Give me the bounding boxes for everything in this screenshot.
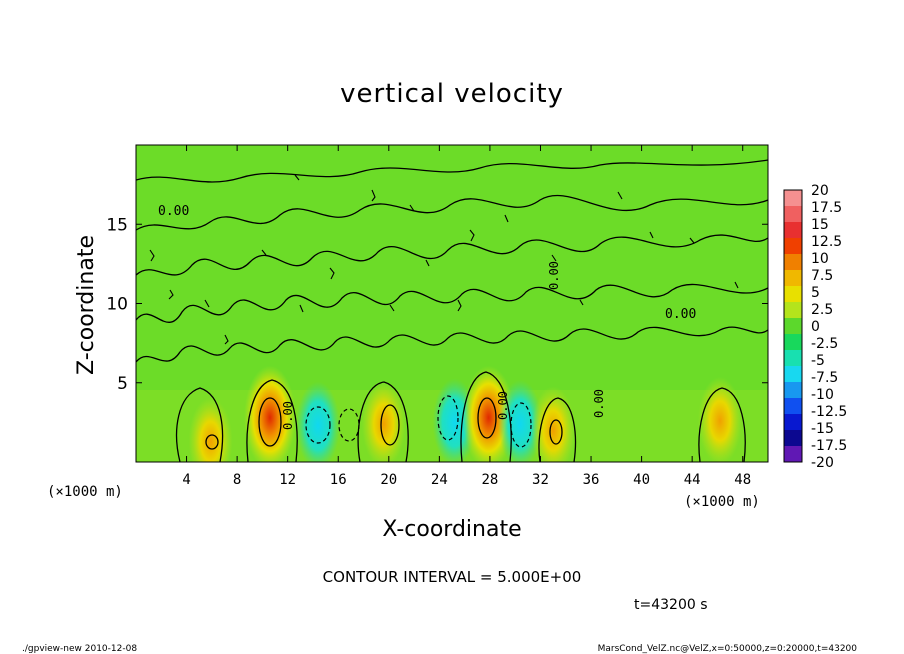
- feature-downdraft: [296, 381, 341, 462]
- contour-noise: [149, 174, 739, 345]
- x-tick-label: 12: [279, 472, 296, 488]
- x-tick-label: 20: [380, 472, 397, 488]
- colorbar-label: 20: [811, 183, 829, 199]
- colorbar-label: -17.5: [811, 438, 847, 454]
- colorbar-label: 7.5: [811, 268, 833, 284]
- colorbar-swatch: [784, 366, 802, 383]
- x-tick-label: 44: [684, 472, 701, 488]
- colorbar-label: -12.5: [811, 404, 847, 420]
- colorbar-swatch: [784, 334, 802, 351]
- colorbar-swatch: [784, 318, 802, 335]
- x-tick-label: 36: [583, 472, 600, 488]
- colorbar-swatch: [784, 286, 802, 303]
- contour-interval: CONTOUR INTERVAL = 5.000E+00: [323, 568, 582, 586]
- dashed-contours: [305, 395, 532, 448]
- contour-label: 0.00: [281, 401, 295, 430]
- colorbar-label: 15: [811, 217, 829, 233]
- x-tick-label: 32: [532, 472, 549, 488]
- x-tick-label: 16: [330, 472, 347, 488]
- colorbar: [783, 189, 803, 463]
- plot-area: 0.00 0.00 0.00 0.00 0.00 0.00: [135, 144, 769, 463]
- colorbar-label: -5: [811, 353, 825, 369]
- colorbar-label: -7.5: [811, 370, 838, 386]
- colorbar-swatch: [784, 190, 802, 207]
- feature-updraft: [531, 386, 576, 462]
- colorbar-label: 10: [811, 251, 829, 267]
- x-tick-label: 40: [633, 472, 650, 488]
- footer-left: ./gpview-new 2010-12-08: [22, 644, 137, 654]
- contour-label: 0.00: [158, 204, 189, 219]
- contour-lines: [136, 159, 768, 462]
- feature-updraft: [188, 397, 233, 462]
- colorbar-swatch: [784, 222, 802, 239]
- colorbar-labels: 2017.51512.5107.552.50-2.5-5-7.5-10-12.5…: [811, 183, 847, 471]
- time-label: t=43200 s: [634, 597, 708, 613]
- feature-updraft: [243, 365, 296, 462]
- colorbar-swatch: [784, 350, 802, 367]
- contour-label: 0.00: [665, 307, 696, 322]
- x-tick-label: 8: [233, 472, 241, 488]
- colorbar-swatch: [784, 398, 802, 415]
- contour-label: 0.00: [547, 261, 561, 290]
- y-axis: 5 10 15: [106, 215, 768, 394]
- colorbar-swatch: [784, 430, 802, 447]
- x-axis: 4 8 12 16 20 24 28 32 36 40 44 48: [182, 145, 751, 488]
- y-tick-label: 10: [106, 295, 128, 315]
- x-unit-right: (×1000 m): [684, 494, 760, 510]
- contour-label: 0.00: [592, 389, 606, 418]
- x-tick-label: 24: [431, 472, 448, 488]
- colorbar-swatch: [784, 254, 802, 271]
- colorbar-label: -15: [811, 421, 834, 437]
- colorbar-frame: [783, 189, 803, 463]
- y-tick-label: 15: [106, 215, 128, 235]
- contour-label: 0.00: [496, 391, 510, 420]
- colorbar-label: 5: [811, 285, 820, 301]
- colorbar-swatch: [784, 238, 802, 255]
- feature-updraft: [697, 376, 742, 462]
- x-unit-left: (×1000 m): [47, 484, 123, 500]
- colorbar-label: 17.5: [811, 200, 842, 216]
- colorbar-swatch: [784, 270, 802, 287]
- colorbar-label: 12.5: [811, 234, 842, 250]
- colorbar-swatch: [784, 446, 802, 463]
- colorbar-label: 2.5: [811, 302, 833, 318]
- colorbar-swatch: [784, 382, 802, 399]
- y-axis-label: Z-coordinate: [74, 235, 99, 375]
- colorbar-swatch: [784, 302, 802, 319]
- colorbar-label: 0: [811, 319, 820, 335]
- x-axis-label: X-coordinate: [382, 517, 521, 542]
- feature-downdraft: [498, 379, 543, 462]
- colorbar-swatch: [784, 206, 802, 223]
- x-tick-label: 48: [734, 472, 751, 488]
- colorbar-label: -2.5: [811, 336, 838, 352]
- contour-labels: 0.00 0.00 0.00 0.00 0.00 0.00: [158, 204, 696, 430]
- colorbar-swatch: [784, 414, 802, 431]
- colorbar-label: -20: [811, 455, 834, 471]
- x-tick-label: 28: [481, 472, 498, 488]
- footer-right: MarsCond_VelZ.nc@VelZ,x=0:50000,z=0:2000…: [598, 644, 858, 654]
- y-tick-label: 5: [117, 374, 128, 394]
- chart-title: vertical velocity: [340, 79, 564, 109]
- x-tick-label: 4: [182, 472, 190, 488]
- colorbar-label: -10: [811, 387, 834, 403]
